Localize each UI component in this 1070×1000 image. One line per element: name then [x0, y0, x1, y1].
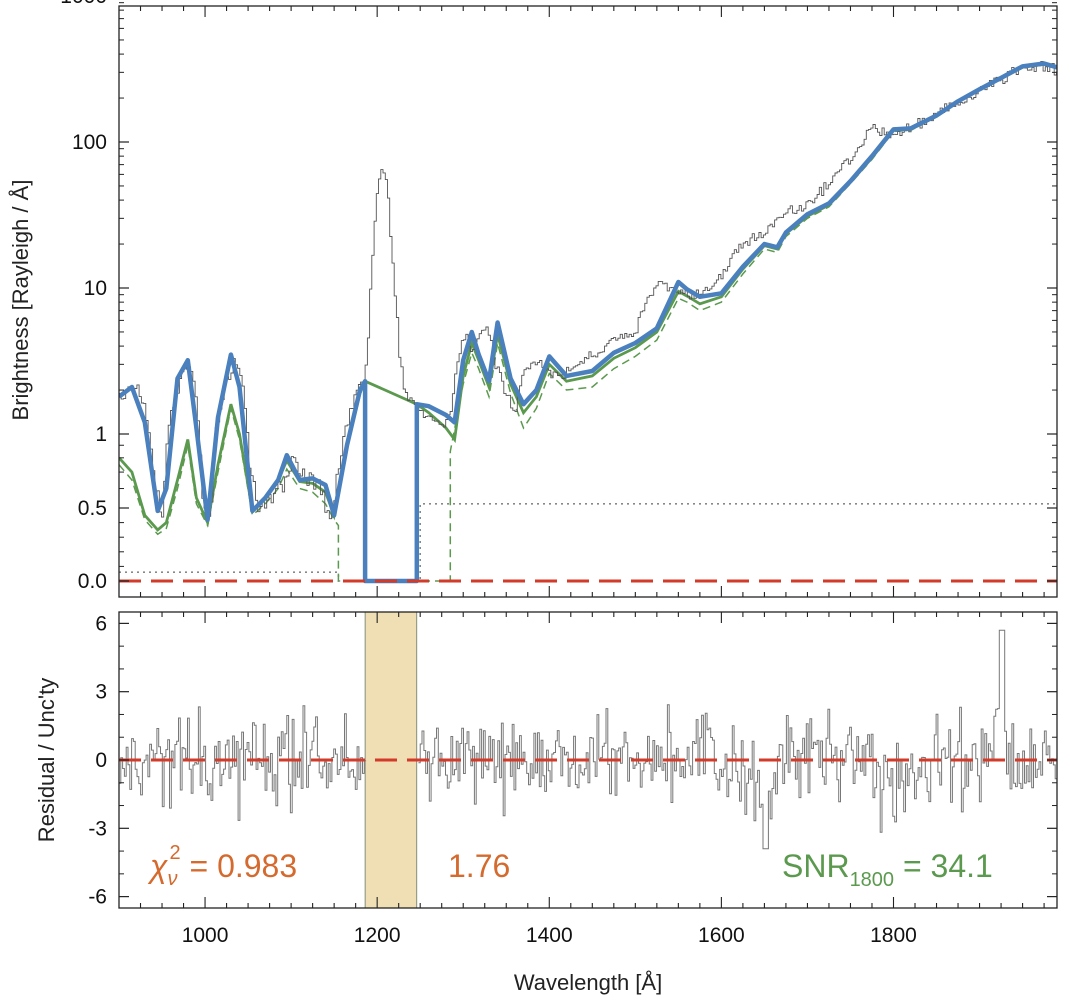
snr-value: = 34.1 [894, 848, 993, 884]
wavelength-tick-label: 1000 [182, 924, 229, 947]
wavelength-tick-label: 1800 [870, 924, 917, 947]
brightness-y-tick-label: 0.0 [78, 570, 107, 593]
wavelength-x-axis: 1000 1200 1400 1600 1800 [139, 612, 1045, 947]
residual-y-tick-label: -6 [88, 886, 107, 909]
brightness-plot-area [119, 61, 1057, 584]
brightness-panel: 0.0 0.5 1 10 100 1000 Brightness [Rayleigh / … [8, 0, 1058, 598]
wavelength-tick-label: 1200 [354, 924, 401, 947]
blue-total-model-line [119, 61, 1057, 584]
residual-y-axis: 6 3 0 -3 -6 [88, 612, 1057, 909]
wavelength-tick-label: 1600 [698, 924, 745, 947]
brightness-y-tick-label: 100 [72, 131, 107, 154]
residual-panel: 6 3 0 -3 -6 1000 1200 1400 1600 1800 Residual / … [34, 611, 1058, 995]
brightness-y-axis: 0.0 0.5 1 10 100 1000 [60, 0, 1057, 593]
residual-histogram [119, 629, 1057, 850]
wavelength-axis-title: Wavelength [Å] [514, 970, 662, 995]
snr-annotation: SNR1800 = 34.1 [782, 848, 993, 891]
snr-subscript: 1800 [850, 869, 895, 891]
chi-superscript: 2 [169, 842, 180, 864]
chi-subscript: ν [167, 868, 177, 890]
residual-plot-area [119, 612, 1057, 908]
observed-spectrum-histogram [119, 61, 1057, 520]
residual-y-tick-label: 0 [95, 749, 107, 772]
brightness-y-axis-title: Brightness [Rayleigh / Å] [8, 180, 33, 421]
residual-y-tick-label: 6 [95, 612, 107, 635]
chi-square-annotation: χν 2 = 0.983 [147, 842, 297, 890]
chi-symbol: χ [147, 848, 168, 884]
residual-y-axis-title: Residual / Unc'ty [34, 678, 59, 842]
brightness-frame [118, 5, 1058, 598]
brightness-y-tick-label: 0.5 [78, 497, 107, 520]
brightness-y-tick-label: 1 [95, 423, 107, 446]
snr-label: SNR [782, 848, 850, 884]
masked-region-chi-value: 1.76 [448, 848, 510, 884]
background-dotted-line [119, 503, 1057, 582]
chi-value: = 0.983 [181, 848, 298, 884]
wavelength-tick-label: 1400 [526, 924, 573, 947]
residual-y-tick-label: -3 [88, 817, 107, 840]
brightness-y-tick-label: 1000 [60, 0, 107, 8]
brightness-x-axis [139, 6, 1045, 597]
residual-y-tick-label: 3 [95, 681, 107, 704]
brightness-y-tick-label: 10 [84, 277, 107, 300]
